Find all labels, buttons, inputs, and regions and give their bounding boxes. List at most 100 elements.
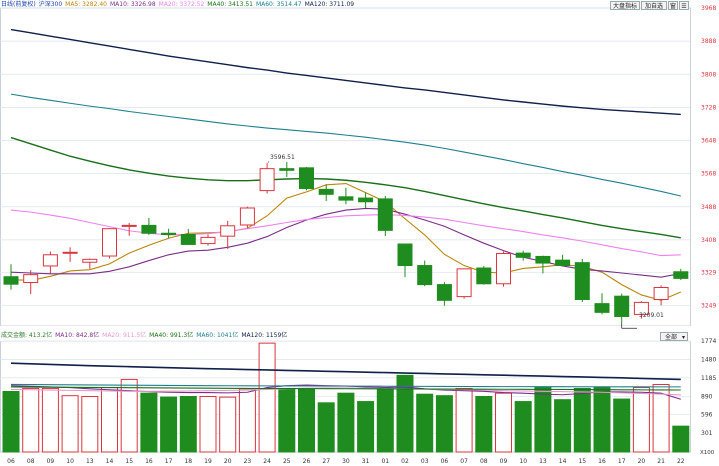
volume-tick-label: 890 <box>701 393 713 400</box>
ma-line-ma40 <box>10 136 681 239</box>
x-tick-label: 17 <box>618 458 626 465</box>
volume-tick-label: 596 <box>701 412 713 419</box>
volume-bar <box>317 402 335 453</box>
x-tick-label: 26 <box>303 458 311 465</box>
x-tick-label: 14 <box>106 458 114 465</box>
candle-body <box>62 251 78 254</box>
x-tick-label: 25 <box>283 458 291 465</box>
candle-body <box>161 232 177 235</box>
x-tick-label: 09 <box>500 458 508 465</box>
x-tick-label: 16 <box>598 458 606 465</box>
candle-body <box>259 168 275 192</box>
volume-bar <box>376 387 394 453</box>
period-label: 日线(前复权) <box>1 1 36 8</box>
volume-bar <box>179 396 197 453</box>
x-tick-label: 08 <box>480 458 488 465</box>
volume-tick-label: 1480 <box>701 356 716 363</box>
volume-bar <box>140 392 158 453</box>
x-tick-label: 16 <box>145 458 153 465</box>
volume-bar <box>81 396 99 453</box>
panel-separator <box>0 326 719 341</box>
volume-bar <box>238 388 256 453</box>
candle-body <box>633 301 649 315</box>
volume-unit-label: X100 <box>700 450 715 456</box>
candle-body <box>102 228 117 257</box>
volume-bar <box>672 425 690 453</box>
x-tick-label: 27 <box>322 458 330 465</box>
market-indicator-button[interactable]: 大盘指标 <box>610 1 640 10</box>
x-tick-label: 15 <box>578 458 586 465</box>
candle-body <box>180 233 196 245</box>
x-tick-label: 22 <box>677 458 685 465</box>
volume-range-dropdown[interactable]: 全部 ▾ <box>660 332 688 341</box>
candle-body <box>239 207 255 226</box>
symbol-label[interactable]: 沪深300 <box>38 1 63 8</box>
vol-ma60-label: MA60: 1041亿 <box>196 332 239 339</box>
price-tick-label: 3808 <box>701 71 716 78</box>
x-tick-label: 07 <box>460 458 468 465</box>
x-tick-label: 13 <box>539 458 547 465</box>
add-watchlist-button[interactable]: 加自选 <box>641 1 667 10</box>
volume-header: 成交金额: 413.2亿 MA10: 842.8亿 MA20: 911.5亿 MA40… <box>1 332 290 340</box>
x-tick-label: 06 <box>441 458 449 465</box>
volume-bar <box>298 387 315 453</box>
vol-ma20-label: MA20: 911.5亿 <box>102 332 147 339</box>
ma60-label: MA60: 3514.47 <box>255 1 302 8</box>
volume-bar <box>337 392 355 453</box>
volume-bar <box>258 342 276 453</box>
x-tick-label: 09 <box>47 458 55 465</box>
candle-body <box>594 303 610 313</box>
vol-ma120-label: MA120: 1159亿 <box>241 332 288 339</box>
volume-bar <box>41 387 59 453</box>
x-tick-label: 17 <box>165 458 173 465</box>
x-tick-label: 15 <box>125 458 133 465</box>
volume-bar <box>632 387 650 453</box>
candle-body <box>220 225 236 237</box>
vol-ma-line-ma120 <box>10 362 681 381</box>
volume-bar <box>120 378 138 453</box>
price-tick-label: 3329 <box>701 270 716 277</box>
ma20-label: MA20: 3372.52 <box>158 1 205 8</box>
candle-body <box>496 253 511 285</box>
x-tick-label: 21 <box>657 458 665 465</box>
x-tick-label: 18 <box>184 458 192 465</box>
ma-line-ma20 <box>10 209 681 257</box>
candle-body <box>200 236 216 245</box>
x-tick-label: 19 <box>204 458 212 465</box>
volume-bar <box>22 387 40 453</box>
volume-bar <box>396 374 414 453</box>
volume-bar <box>278 387 296 453</box>
volume-bar <box>199 396 217 453</box>
candle-body <box>417 265 433 286</box>
volume-bar <box>455 387 473 453</box>
volume-tick-label: 1185 <box>701 375 716 382</box>
price-tick-label: 3568 <box>701 171 716 178</box>
price-tick-label: 3888 <box>701 38 716 45</box>
x-tick-label: 01 <box>381 458 389 465</box>
x-tick-label: 14 <box>559 458 567 465</box>
vol-ma40-label: MA40: 991.3亿 <box>149 332 194 339</box>
menu-icon[interactable]: ☰ <box>679 1 689 10</box>
volume-bar <box>416 393 434 453</box>
volume-tick-label: 301 <box>701 430 713 437</box>
volume-bar <box>534 387 552 453</box>
volume-bar <box>61 395 79 453</box>
candle-body <box>574 262 590 300</box>
window-button[interactable]: 窗 <box>668 1 678 10</box>
candle-body <box>358 197 374 203</box>
candle-body <box>279 168 295 171</box>
chevron-down-icon: ▾ <box>681 334 685 341</box>
x-tick-label: 13 <box>86 458 94 465</box>
price-tick-label: 3968 <box>701 5 716 12</box>
volume-bar <box>2 390 20 453</box>
candle-body <box>456 268 472 298</box>
x-tick-label: 06 <box>7 458 15 465</box>
x-tick-label: 08 <box>27 458 35 465</box>
ma-line-ma10 <box>10 207 681 278</box>
candle-body <box>141 224 157 234</box>
volume-bar <box>514 401 532 453</box>
volume-tick-label: 1774 <box>701 338 716 345</box>
candle-body <box>42 254 58 267</box>
candle-body <box>673 271 689 279</box>
